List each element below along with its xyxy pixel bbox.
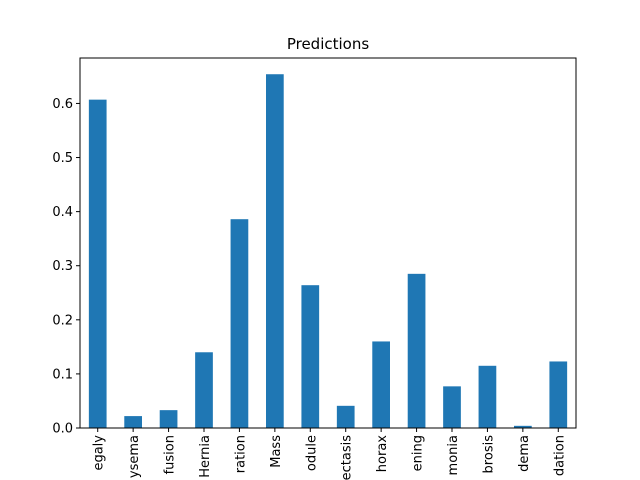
x-tick-label-10: monia (446, 435, 461, 475)
x-tick-label-1: ysema (127, 435, 142, 478)
bar-4 (230, 219, 249, 428)
x-tick-label-12: dema (517, 435, 532, 472)
y-tick-label-4: 0.4 (52, 205, 73, 220)
bar-13 (549, 361, 568, 428)
chart-title: Predictions (287, 35, 370, 53)
y-tick-label-1: 0.1 (52, 367, 73, 382)
x-tick-label-2: fusion (163, 435, 178, 474)
y-tick-label-2: 0.2 (52, 313, 73, 328)
bar-1 (124, 416, 142, 428)
bar-2 (159, 410, 178, 428)
x-tick-label-7: ectasis (340, 435, 355, 480)
bars-group (88, 74, 568, 429)
x-tick-label-13: dation (552, 435, 567, 476)
x-tick-label-0: egaly (92, 435, 107, 471)
y-tick-label-6: 0.6 (52, 97, 73, 112)
x-tick-label-3: Hernia (198, 435, 213, 478)
bar-6 (301, 285, 320, 428)
bar-8 (372, 341, 390, 428)
y-tick-label-3: 0.3 (52, 259, 73, 274)
plot-frame (79, 57, 577, 429)
x-tick-label-4: ration (233, 435, 248, 473)
x-tick-label-9: ening (411, 435, 426, 471)
x-tick-label-11: brosis (481, 435, 496, 474)
y-axis: 0.0 0.1 0.2 0.3 0.4 0.5 0.6 (52, 97, 80, 437)
bar-7 (336, 405, 355, 428)
x-tick-label-8: horax (375, 435, 390, 473)
bar-12 (514, 425, 532, 428)
y-tick-label-0: 0.0 (52, 422, 73, 437)
bar-3 (195, 352, 213, 428)
bar-10 (443, 386, 461, 428)
x-tick-label-5: Mass (269, 435, 284, 468)
bar-5 (266, 74, 284, 428)
bar-0 (88, 99, 107, 429)
bar-11 (478, 365, 497, 428)
x-tick-label-6: odule (304, 435, 319, 471)
x-axis: egaly ysema fusion Hernia ration Mass odule ect… (92, 428, 567, 480)
bar-9 (407, 273, 426, 428)
y-tick-label-5: 0.5 (52, 151, 73, 166)
